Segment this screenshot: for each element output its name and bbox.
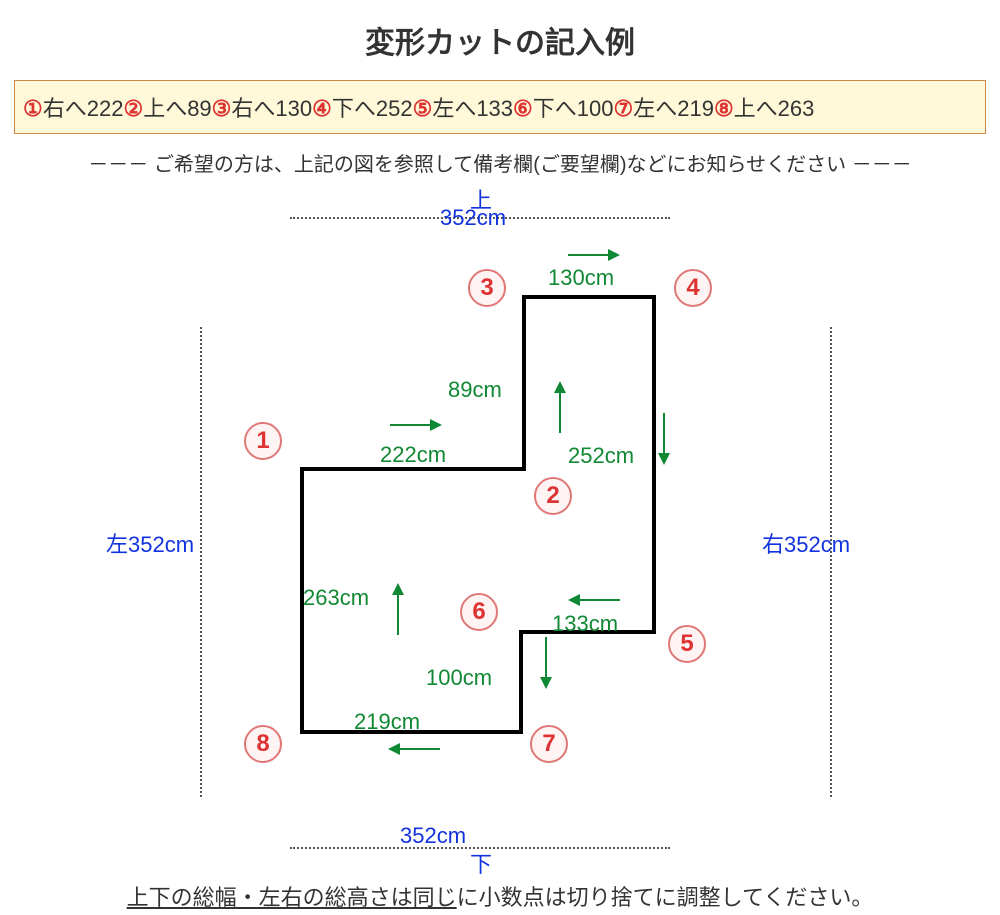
guide-right-line <box>830 327 832 797</box>
circled-number: ⑤ <box>413 96 433 121</box>
guide-bottom-label: 下 <box>470 847 492 879</box>
edge-label: 222cm <box>380 442 446 468</box>
guide-left-line <box>200 327 202 797</box>
guide-left-label: 左352cm <box>106 527 194 559</box>
footer-rest: に小数点は切り捨てに調整してください。 <box>457 885 874 910</box>
seg-4 <box>652 295 656 634</box>
edge-label: 89cm <box>448 377 502 403</box>
node-8: 8 <box>244 725 282 763</box>
instruction-segment: 上へ263 <box>734 96 815 121</box>
instruction-segment: 下へ252 <box>332 96 413 121</box>
circled-number: ④ <box>312 96 332 121</box>
circled-number: ⑧ <box>714 96 734 121</box>
diagram: 上 352cm 352cm 下 左352cm 右352cm 222cm89cm1… <box>0 187 1000 887</box>
seg-2 <box>522 295 526 471</box>
instruction-segment: 右へ130 <box>231 96 312 121</box>
node-5: 5 <box>668 625 706 663</box>
guide-bottom-value: 352cm <box>400 823 466 849</box>
footer-note: 上下の総幅・左右の総高さは同じに小数点は切り捨てに調整してください。 <box>0 880 1000 912</box>
circled-number: ③ <box>212 96 232 121</box>
guide-right-label: 右352cm <box>762 527 850 559</box>
circled-number: ⑦ <box>613 96 633 121</box>
node-6: 6 <box>460 593 498 631</box>
edge-label: 263cm <box>303 585 369 611</box>
edge-label: 133cm <box>552 611 618 637</box>
node-4: 4 <box>674 269 712 307</box>
node-2: 2 <box>534 477 572 515</box>
instruction-segment: 下へ100 <box>533 96 614 121</box>
instruction-segment: 左へ133 <box>432 96 513 121</box>
page-title: 変形カットの記入例 <box>0 0 1000 62</box>
footer-underlined: 上下の総幅・左右の総高さは同じ <box>127 885 457 910</box>
instruction-box: ①右へ222②上へ89③右へ130④下へ252⑤左へ133⑥下へ100⑦左へ21… <box>14 80 986 134</box>
instruction-segment: 右へ222 <box>43 96 124 121</box>
instruction-segment: 上へ89 <box>143 96 211 121</box>
edge-label: 100cm <box>426 665 492 691</box>
edge-label: 130cm <box>548 265 614 291</box>
guide-top-value: 352cm <box>440 205 506 231</box>
edge-label: 219cm <box>354 709 420 735</box>
seg-3 <box>522 295 656 299</box>
circled-number: ⑥ <box>513 96 533 121</box>
node-1: 1 <box>244 422 282 460</box>
seg-6 <box>519 630 523 734</box>
instruction-segment: 左へ219 <box>633 96 714 121</box>
edge-label: 252cm <box>568 443 634 469</box>
node-7: 7 <box>530 725 568 763</box>
note-line: －－－ ご希望の方は、上記の図を参照して備考欄(ご要望欄)などにお知らせください… <box>14 148 986 177</box>
node-3: 3 <box>468 269 506 307</box>
circled-number: ② <box>123 96 143 121</box>
circled-number: ① <box>23 96 43 121</box>
